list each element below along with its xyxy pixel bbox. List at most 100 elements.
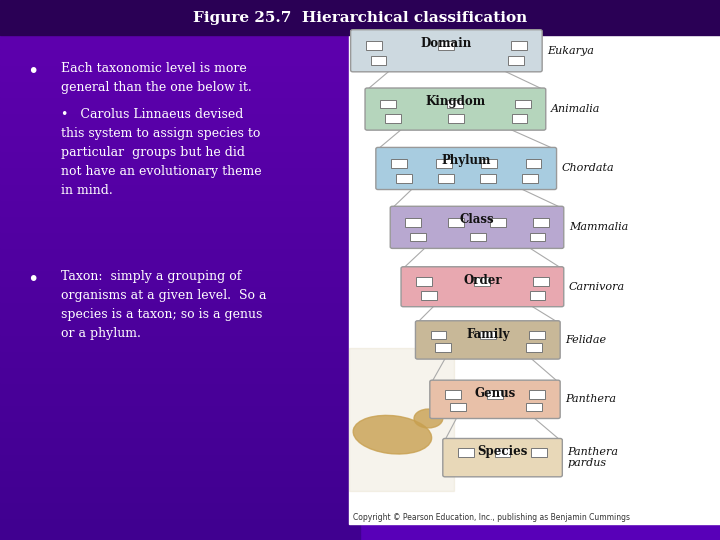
FancyBboxPatch shape [436,159,451,168]
Bar [0,308,360,313]
Bar [349,348,454,491]
Bar [0,405,360,410]
Text: •: • [27,62,39,81]
Text: Species: Species [477,446,528,458]
Text: Figure 25.7  Hierarchical classification: Figure 25.7 Hierarchical classification [193,11,527,25]
FancyBboxPatch shape [526,159,541,168]
FancyBboxPatch shape [533,218,549,227]
Bar [0,27,360,32]
Bar [0,400,360,405]
Bar [0,38,360,43]
Bar [0,513,360,518]
Text: •   Carolus Linnaeus devised
this system to assign species to
particular  groups: • Carolus Linnaeus devised this system t… [61,108,262,197]
Bar [0,248,360,254]
Bar [0,162,360,167]
Bar [0,432,360,437]
Bar [0,184,360,189]
FancyBboxPatch shape [430,380,560,418]
Bar [0,535,360,540]
Bar [0,383,360,389]
Bar [0,59,360,65]
Text: Eukarya: Eukarya [547,46,594,56]
Text: Carnivora: Carnivora [569,282,625,292]
FancyBboxPatch shape [508,56,524,65]
FancyBboxPatch shape [490,218,506,227]
FancyBboxPatch shape [438,42,454,50]
FancyBboxPatch shape [431,330,446,339]
Bar [0,238,360,243]
Bar [0,421,360,427]
Bar [0,200,360,205]
Bar [0,173,360,178]
Bar [0,427,360,432]
Bar [0,124,360,130]
FancyBboxPatch shape [415,321,560,359]
FancyBboxPatch shape [351,30,542,72]
FancyBboxPatch shape [396,174,412,183]
Text: Genus: Genus [474,387,516,400]
FancyBboxPatch shape [529,390,545,399]
Bar [0,243,360,248]
Bar [0,275,360,281]
Bar [0,448,360,454]
Bar [0,130,360,135]
Bar [0,373,360,378]
FancyBboxPatch shape [531,448,547,457]
FancyBboxPatch shape [421,291,437,300]
Bar [0,265,360,270]
Text: Panthera: Panthera [565,394,616,404]
Bar [0,270,360,275]
Bar [0,346,360,351]
Bar [0,329,360,335]
FancyBboxPatch shape [458,448,474,457]
Bar [0,443,360,448]
Bar [0,65,360,70]
FancyBboxPatch shape [438,174,454,183]
Bar [0,502,360,508]
Bar [0,508,360,513]
FancyBboxPatch shape [533,278,549,286]
FancyBboxPatch shape [416,278,432,286]
Text: Felidae: Felidae [565,335,606,345]
Bar [0,11,360,16]
Bar [0,524,360,529]
Bar [0,464,360,470]
Bar [0,470,360,475]
Bar [0,227,360,232]
Bar [0,529,360,535]
Bar [0,324,360,329]
FancyBboxPatch shape [376,147,557,190]
Bar [0,486,360,491]
Bar [0,335,360,340]
Text: Panthera
pardus: Panthera pardus [567,447,618,468]
Bar [0,140,360,146]
Text: Chordata: Chordata [562,164,614,173]
Bar [0,459,360,464]
Bar [0,232,360,238]
FancyBboxPatch shape [380,100,396,109]
Bar [0,0,720,35]
Bar [0,32,360,38]
FancyBboxPatch shape [390,206,564,248]
Text: Each taxonomic level is more
general than the one below it.: Each taxonomic level is more general tha… [61,62,252,94]
FancyBboxPatch shape [445,390,461,399]
Bar [0,297,360,302]
Bar [0,481,360,486]
Bar [0,416,360,421]
Bar [0,254,360,259]
FancyBboxPatch shape [515,100,531,109]
Bar [0,194,360,200]
Bar [0,211,360,216]
Bar [0,108,360,113]
Text: Family: Family [466,328,510,341]
Bar [0,157,360,162]
Ellipse shape [353,415,432,454]
Text: Mammalia: Mammalia [569,222,628,232]
Text: •: • [27,270,39,289]
Bar [0,49,360,54]
Bar [0,351,360,356]
FancyBboxPatch shape [529,330,545,339]
Bar [0,43,360,49]
FancyBboxPatch shape [391,159,407,168]
Bar [0,119,360,124]
